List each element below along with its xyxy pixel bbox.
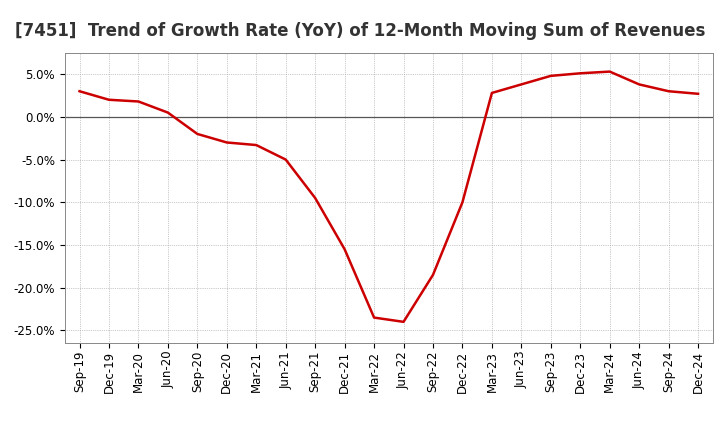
Text: [7451]  Trend of Growth Rate (YoY) of 12-Month Moving Sum of Revenues: [7451] Trend of Growth Rate (YoY) of 12-… [15,22,705,40]
